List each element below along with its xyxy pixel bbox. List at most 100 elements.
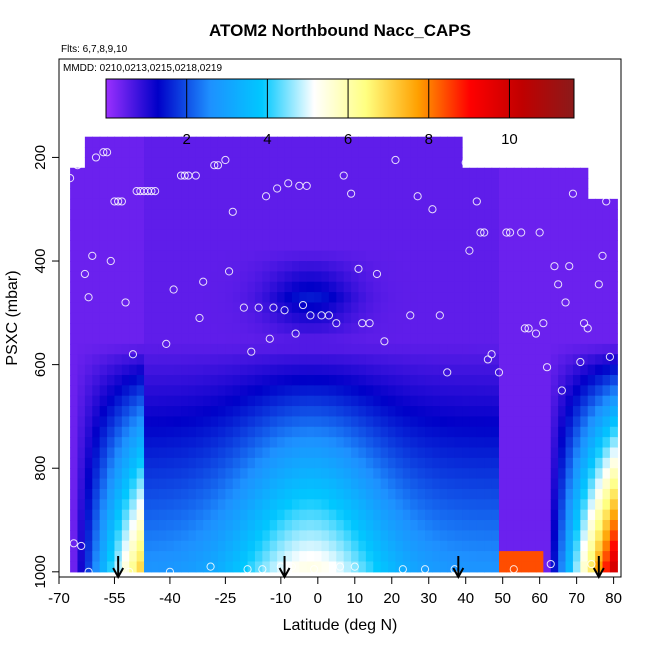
heatmap-cell	[107, 250, 116, 262]
heatmap-cell	[144, 437, 153, 449]
heatmap-cell	[365, 178, 374, 190]
heatmap-cell	[543, 312, 552, 324]
heatmap-cell	[284, 333, 293, 345]
heatmap-cell	[173, 364, 182, 376]
heatmap-cell	[351, 178, 360, 190]
heatmap-cell	[158, 292, 167, 304]
heatmap-cell	[328, 530, 337, 542]
heatmap-cell	[144, 488, 153, 500]
heatmap-cell	[454, 499, 463, 511]
heatmap-cell	[291, 167, 300, 179]
heatmap-cell	[291, 437, 300, 449]
heatmap-cell	[543, 426, 552, 438]
heatmap-cell	[210, 333, 219, 345]
heatmap-cell	[432, 395, 441, 407]
heatmap-cell	[136, 219, 145, 231]
heatmap-cell	[595, 240, 604, 252]
heatmap-cell	[129, 292, 138, 304]
heatmap-cell	[521, 281, 530, 293]
heatmap-cell	[77, 250, 86, 262]
heatmap-cell	[173, 312, 182, 324]
heatmap-cell	[151, 333, 160, 345]
sample-point	[332, 319, 341, 328]
heatmap-cell	[107, 468, 116, 480]
sample-point	[195, 313, 204, 323]
heatmap-cell	[484, 374, 493, 386]
sample-point	[206, 562, 215, 571]
heatmap-cell	[240, 437, 249, 449]
heatmap-cell	[395, 395, 404, 407]
heatmap-cell	[77, 188, 86, 200]
heatmap-cell	[373, 281, 382, 293]
heatmap-cell	[77, 374, 86, 386]
heatmap-cell	[291, 416, 300, 428]
heatmap-cell	[217, 271, 226, 283]
heatmap-cell	[210, 312, 219, 324]
heatmap-cell	[166, 374, 175, 386]
heatmap-cell	[351, 499, 360, 511]
heatmap-cell	[521, 229, 530, 241]
sample-point	[546, 559, 555, 569]
heatmap-cell	[188, 198, 197, 210]
heatmap-cell	[247, 478, 256, 490]
heatmap-cell	[388, 354, 397, 366]
heatmap-cell	[572, 281, 581, 293]
heatmap-cell	[373, 488, 382, 500]
heatmap-cell	[402, 478, 411, 490]
heatmap-cell	[77, 395, 86, 407]
x-axis-label: Latitude (deg N)	[283, 617, 398, 634]
heatmap-cell	[373, 323, 382, 335]
heatmap-cell	[92, 240, 101, 252]
heatmap-cell	[587, 426, 596, 438]
heatmap-cell	[92, 520, 101, 531]
heatmap-cell	[587, 364, 596, 376]
heatmap-cell	[410, 157, 419, 169]
heatmap-cell	[92, 292, 101, 304]
heatmap-cell	[284, 530, 293, 542]
heatmap-cell	[432, 250, 441, 262]
heatmap-cell	[225, 209, 234, 221]
heatmap-cell	[203, 385, 212, 397]
heatmap-cell	[240, 167, 249, 179]
heatmap-cell	[388, 333, 397, 345]
heatmap-cell	[432, 209, 441, 221]
sample-point	[258, 565, 267, 574]
heatmap-cell	[336, 333, 345, 345]
heatmap-cell	[373, 457, 382, 469]
heatmap-cell	[565, 540, 574, 552]
sample-point	[380, 337, 389, 346]
heatmap-cell	[609, 457, 618, 469]
heatmap-cell	[454, 250, 463, 262]
heatmap-cell	[351, 271, 360, 283]
heatmap-cell	[572, 240, 581, 252]
heatmap-cell	[225, 457, 234, 469]
heatmap-cell	[254, 271, 263, 283]
heatmap-cell	[92, 364, 101, 376]
heatmap-cell	[609, 478, 618, 490]
heatmap-cell	[84, 281, 93, 293]
heatmap-cell	[107, 457, 116, 469]
heatmap-cell	[454, 323, 463, 335]
heatmap-cell	[595, 374, 604, 386]
heatmap-cell	[417, 240, 426, 252]
heatmap-cell	[572, 385, 581, 397]
heatmap-cell	[388, 530, 397, 542]
sample-point	[261, 192, 271, 201]
heatmap-cell	[558, 167, 567, 179]
heatmap-cell	[210, 250, 219, 262]
heatmap-cell	[262, 178, 271, 190]
heatmap-cell	[417, 281, 426, 293]
heatmap-cell	[121, 281, 130, 293]
heatmap-cell	[195, 240, 204, 252]
heatmap-cell	[587, 219, 596, 231]
heatmap-cell	[107, 520, 116, 531]
heatmap-cell	[129, 416, 138, 428]
heatmap-cell	[314, 488, 323, 500]
heatmap-cell	[92, 136, 101, 148]
heatmap-cell	[254, 406, 263, 418]
heatmap-cell	[232, 457, 241, 469]
heatmap-cell	[121, 540, 130, 552]
heatmap-cell	[328, 323, 337, 335]
heatmap-cell	[269, 188, 278, 200]
heatmap-cell	[92, 343, 101, 355]
